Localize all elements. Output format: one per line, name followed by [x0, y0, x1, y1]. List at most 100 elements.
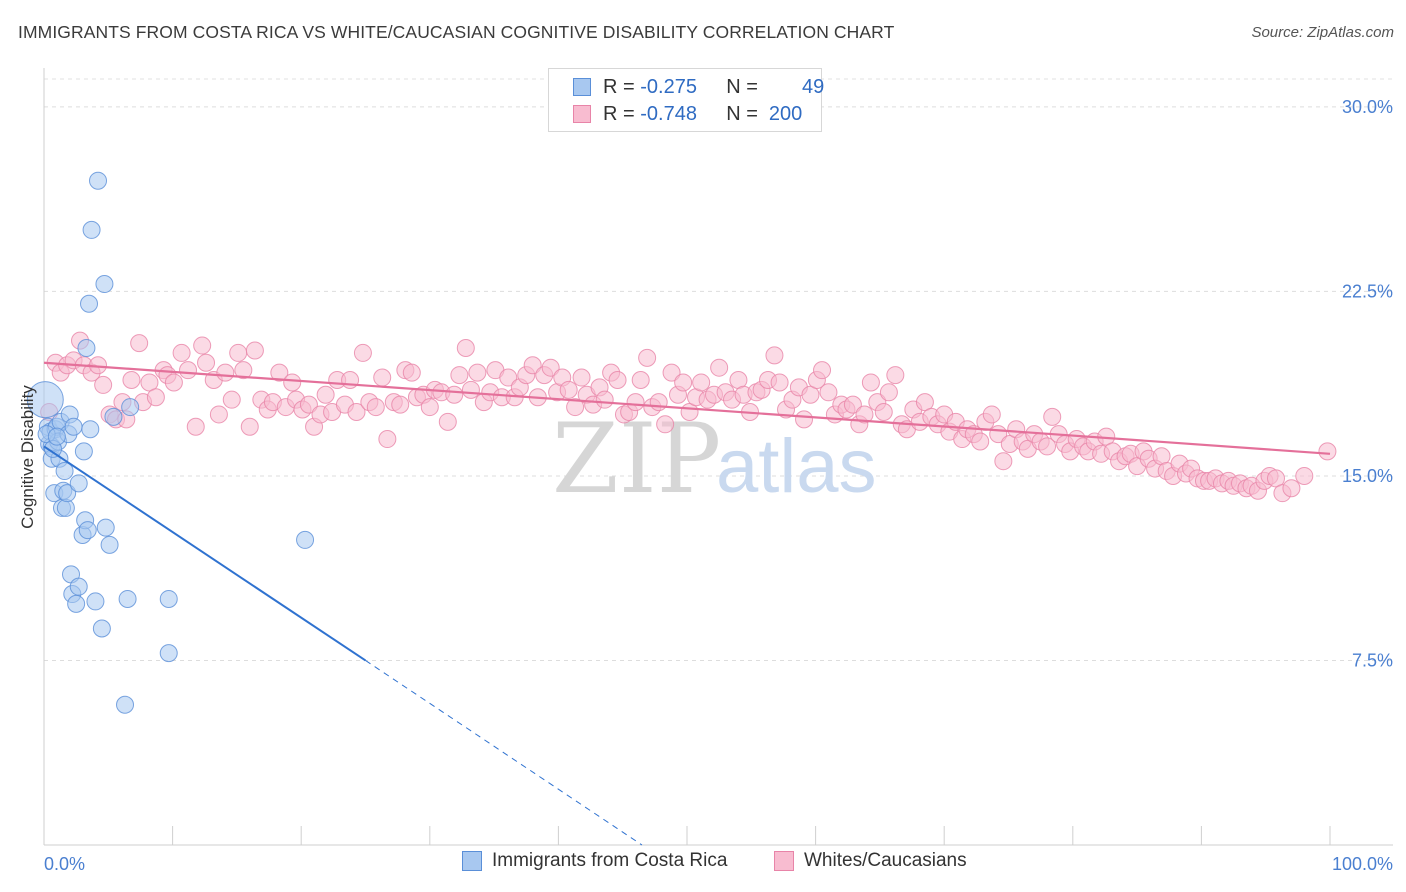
data-point: [240, 417, 259, 436]
legend-n-value: 200: [768, 102, 803, 125]
data-point: [283, 373, 302, 392]
correlation-legend: R = -0.275 N = 49 R = -0.748 N = 200: [548, 68, 825, 132]
data-point: [662, 363, 681, 382]
bottom-legend-label-costa-rica: Immigrants from Costa Rica: [492, 850, 728, 871]
data-point: [55, 462, 74, 481]
data-point: [366, 398, 385, 417]
data-point: [855, 405, 874, 424]
data-point: [445, 385, 464, 404]
legend-swatch-white: [573, 105, 591, 123]
bottom-legend-swatch-costa-rica: [462, 851, 482, 871]
data-point: [78, 521, 97, 540]
data-point: [222, 390, 241, 409]
watermark-zip: ZIP: [552, 403, 721, 515]
data-point: [82, 220, 101, 239]
y-axis-title: Cognitive Disability: [18, 385, 37, 529]
data-point: [26, 381, 64, 419]
data-point: [971, 432, 990, 451]
data-point: [499, 368, 518, 387]
watermark-atlas: atlas: [716, 424, 877, 509]
data-point: [296, 530, 315, 549]
data-point: [649, 393, 668, 412]
data-point: [95, 275, 114, 294]
legend-row-white: R = -0.748 N = 200: [573, 102, 802, 126]
data-point: [450, 366, 469, 385]
data-point: [765, 346, 784, 365]
data-point: [316, 385, 335, 404]
data-point: [122, 371, 141, 389]
data-point: [373, 368, 392, 387]
legend-n-value: 49: [802, 75, 825, 98]
data-point: [879, 383, 898, 402]
data-point: [541, 358, 560, 377]
y-tick-label: 7.5%: [1352, 650, 1393, 670]
data-point: [638, 348, 657, 367]
data-point: [608, 371, 627, 389]
legend-n-label: N =: [726, 102, 764, 125]
data-point: [674, 373, 693, 392]
data-point: [89, 171, 108, 190]
data-point: [270, 363, 289, 382]
data-point: [118, 589, 137, 608]
y-tick-label: 30.0%: [1342, 97, 1393, 117]
data-point: [710, 358, 729, 377]
trend-line-costa-rica-extension: [365, 660, 643, 846]
bottom-legend-costa-rica: Immigrants from Costa Rica: [462, 850, 727, 872]
data-point: [146, 388, 165, 407]
bottom-legend-swatch-white: [774, 851, 794, 871]
data-point: [94, 375, 113, 394]
legend-swatch-costa-rica: [573, 78, 591, 96]
data-point: [193, 336, 212, 355]
data-point: [631, 371, 650, 389]
data-point: [69, 577, 88, 596]
bottom-legend-white: Whites/Caucasians: [774, 850, 967, 872]
data-point: [245, 341, 264, 360]
data-point: [438, 412, 457, 431]
trend-line-costa-rica: [43, 445, 367, 662]
data-point: [197, 353, 216, 372]
data-point: [461, 380, 480, 399]
data-point: [1282, 479, 1301, 498]
watermark: ZIP atlas: [552, 403, 877, 515]
data-point: [572, 368, 591, 387]
data-point: [81, 420, 100, 439]
data-point: [1318, 442, 1337, 461]
data-point: [100, 535, 119, 554]
data-point: [1038, 437, 1057, 456]
data-point: [559, 380, 578, 399]
legend-r-label: R =: [603, 75, 641, 98]
legend-r-value: -0.275: [640, 75, 697, 98]
data-point: [216, 363, 235, 382]
data-point: [566, 398, 585, 417]
data-point: [77, 339, 96, 358]
axes: [43, 68, 1393, 846]
data-point: [813, 361, 832, 380]
data-point: [80, 294, 99, 313]
data-point: [420, 398, 439, 417]
legend-n-label: N =: [726, 75, 764, 98]
y-tick-label: 15.0%: [1342, 466, 1393, 486]
data-point: [186, 417, 205, 436]
legend-r-value: -0.748: [640, 102, 697, 125]
data-point: [656, 415, 675, 434]
data-point: [121, 398, 140, 417]
x-tick-label: 0.0%: [44, 854, 85, 874]
data-point: [234, 361, 253, 380]
data-point: [1043, 407, 1062, 426]
data-point: [402, 363, 421, 382]
chart-title: IMMIGRANTS FROM COSTA RICA VS WHITE/CAUC…: [18, 22, 895, 42]
data-point: [692, 373, 711, 392]
data-point: [1295, 466, 1314, 485]
data-point: [994, 452, 1013, 471]
trend-lines: [43, 361, 1331, 846]
data-point: [843, 395, 862, 414]
data-point: [378, 430, 397, 449]
data-point: [874, 402, 893, 421]
data-point: [47, 427, 66, 446]
data-point: [159, 589, 178, 608]
data-point: [391, 395, 410, 414]
data-point: [229, 343, 248, 362]
trend-line-white: [43, 361, 1331, 455]
data-point: [595, 390, 614, 409]
